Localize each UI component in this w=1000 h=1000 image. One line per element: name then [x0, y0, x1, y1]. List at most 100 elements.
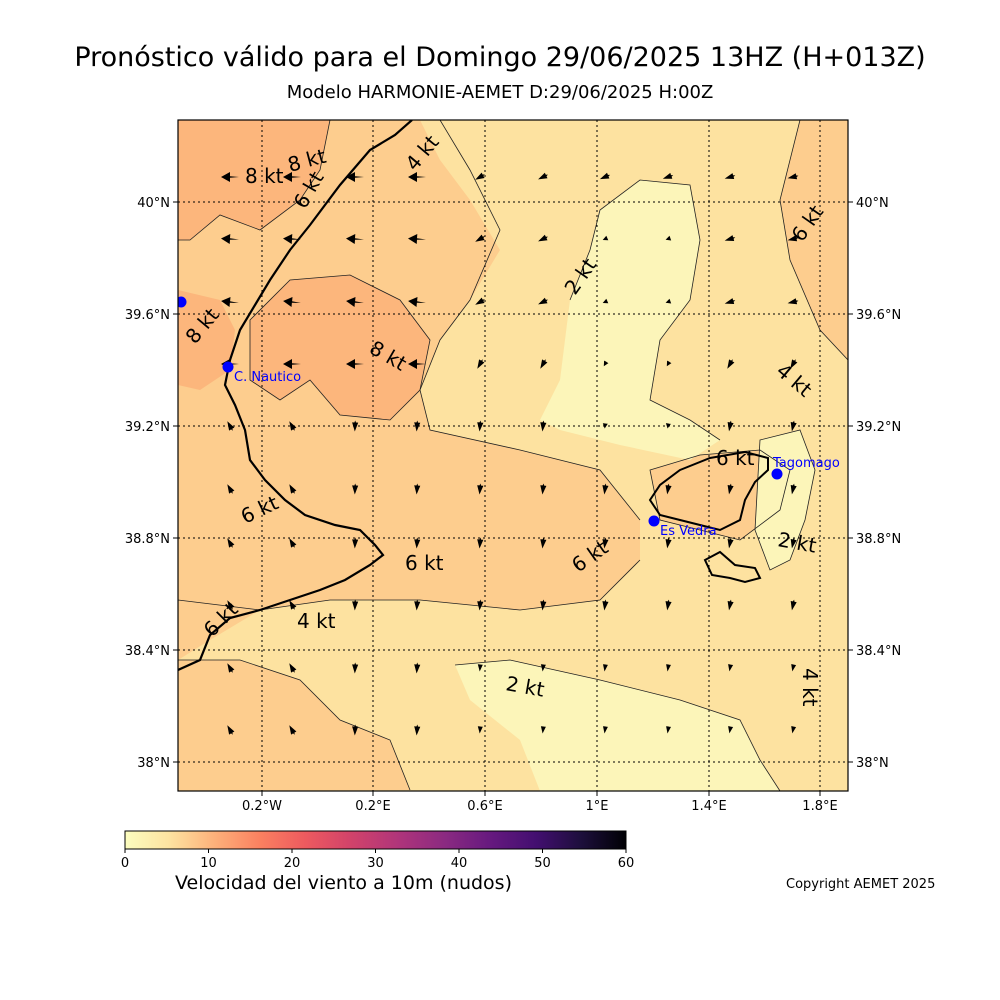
wind-arrow — [728, 726, 734, 734]
wind-arrow — [538, 297, 548, 305]
wind-arrow — [289, 421, 297, 431]
model-subtitle: Modelo HARMONIE-AEMET D:29/06/2025 H:00Z — [286, 82, 714, 103]
axis-ticks — [173, 201, 853, 796]
wind-arrow — [283, 297, 301, 307]
wind-arrow — [414, 724, 421, 736]
lat-label: 38.8°N — [125, 532, 170, 547]
wind-arrow — [727, 537, 734, 549]
station-label-c-nautico: C. Nautico — [234, 370, 301, 385]
colorbar-tick-label: 50 — [534, 856, 551, 871]
wind-arrow — [477, 420, 484, 432]
map-field: C. Nautico Tagomago Es Vedra 8 kt 8 kt 6… — [178, 120, 848, 791]
colorbar-tick-label: 60 — [617, 856, 635, 871]
colorbar — [124, 830, 627, 850]
wind-arrow — [352, 483, 359, 495]
wind-arrow — [352, 662, 359, 674]
lon-label: 0.2°E — [355, 799, 390, 814]
wind-arrow — [408, 297, 426, 307]
lat-label: 39.2°N — [125, 420, 170, 435]
forecast-title: Pronóstico válido para el Domingo 29/06/… — [74, 42, 926, 73]
field-8kt-core — [250, 275, 430, 420]
wind-arrow — [602, 423, 608, 429]
wind-arrow — [283, 172, 301, 182]
wind-arrow — [602, 483, 609, 495]
wind-arrow — [538, 234, 548, 242]
wind-arrow — [289, 600, 297, 610]
wind-arrow — [477, 537, 484, 549]
wind-arrow — [666, 664, 671, 672]
wind-arrow — [727, 483, 734, 495]
colorbar-tick-label: 40 — [450, 856, 468, 871]
lat-label: 38°N — [856, 756, 889, 771]
wind-arrow — [227, 421, 235, 431]
colorbar-ticks — [124, 849, 627, 853]
field-2kt-formentera — [755, 430, 815, 570]
wind-arrow — [790, 359, 798, 369]
wind-arrow — [602, 298, 609, 304]
wind-arrow — [352, 420, 359, 432]
colorbar-label: Velocidad del viento a 10m (nudos) — [175, 872, 512, 894]
field-6kt-east — [780, 120, 848, 360]
wind-arrow — [289, 538, 297, 548]
wind-arrow — [477, 359, 485, 369]
lat-label: 38.4°N — [856, 644, 901, 659]
lat-label: 38.4°N — [125, 644, 170, 659]
wind-arrow — [477, 664, 483, 672]
lat-label: 39.6°N — [125, 308, 170, 323]
station-marker-c-nautico — [222, 361, 234, 373]
wind-arrow — [352, 599, 359, 611]
colorbar-tick-label: 10 — [200, 856, 217, 871]
wind-arrow — [790, 420, 797, 432]
lon-label: 1°E — [586, 799, 609, 814]
wind-arrow — [666, 360, 672, 367]
wind-arrow — [790, 599, 797, 611]
wind-arrow — [727, 420, 734, 432]
lon-label: 1.4°E — [691, 799, 726, 814]
wind-arrow — [602, 235, 609, 241]
latitude-labels-left: 40°N 39.6°N 39.2°N 38.8°N 38.4°N 38°N — [125, 196, 170, 771]
wind-arrow — [787, 235, 799, 242]
wind-arrow — [477, 726, 483, 734]
ibiza-coastline — [648, 450, 769, 532]
wind-arrow — [665, 423, 671, 429]
wind-arrow — [540, 599, 547, 611]
lat-label: 38°N — [137, 756, 170, 771]
wind-arrow — [346, 359, 364, 369]
colorbar-tick-label: 20 — [283, 856, 301, 871]
wind-arrow — [346, 172, 364, 182]
wind-arrow — [540, 664, 546, 672]
wind-arrow — [791, 664, 797, 672]
wind-arrow — [665, 483, 672, 495]
wind-arrow — [346, 297, 364, 307]
field-2kt-southeast — [455, 660, 780, 791]
wind-arrow — [221, 172, 239, 182]
station-label-es-vedra: Es Vedra — [660, 524, 717, 539]
wind-arrow — [666, 726, 671, 734]
wind-arrow — [790, 483, 797, 495]
wind-arrow — [475, 172, 485, 180]
wind-arrow — [227, 600, 235, 610]
wind-arrow — [727, 359, 735, 369]
lon-label: 0.2°W — [242, 799, 282, 814]
wind-arrow — [414, 483, 421, 495]
wind-arrow — [408, 234, 426, 244]
map-frame — [177, 119, 849, 792]
mainland-coastline — [178, 120, 413, 672]
contour-label: 6 kt — [716, 446, 755, 470]
wind-arrow — [790, 537, 797, 549]
wind-arrow — [540, 726, 546, 734]
wind-arrow — [724, 298, 736, 304]
wind-arrow — [227, 725, 235, 735]
colorbar-tick-label: 0 — [120, 856, 130, 871]
wind-arrow — [477, 483, 484, 495]
lat-label: 39.2°N — [856, 420, 901, 435]
wind-arrow — [289, 484, 297, 494]
wind-arrow — [665, 235, 672, 241]
wind-arrow — [227, 484, 235, 494]
wind-arrow — [665, 298, 672, 304]
wind-arrow — [414, 599, 421, 611]
lat-label: 38.8°N — [856, 532, 901, 547]
wind-arrow — [727, 599, 734, 611]
formentera-coastline — [703, 550, 762, 584]
